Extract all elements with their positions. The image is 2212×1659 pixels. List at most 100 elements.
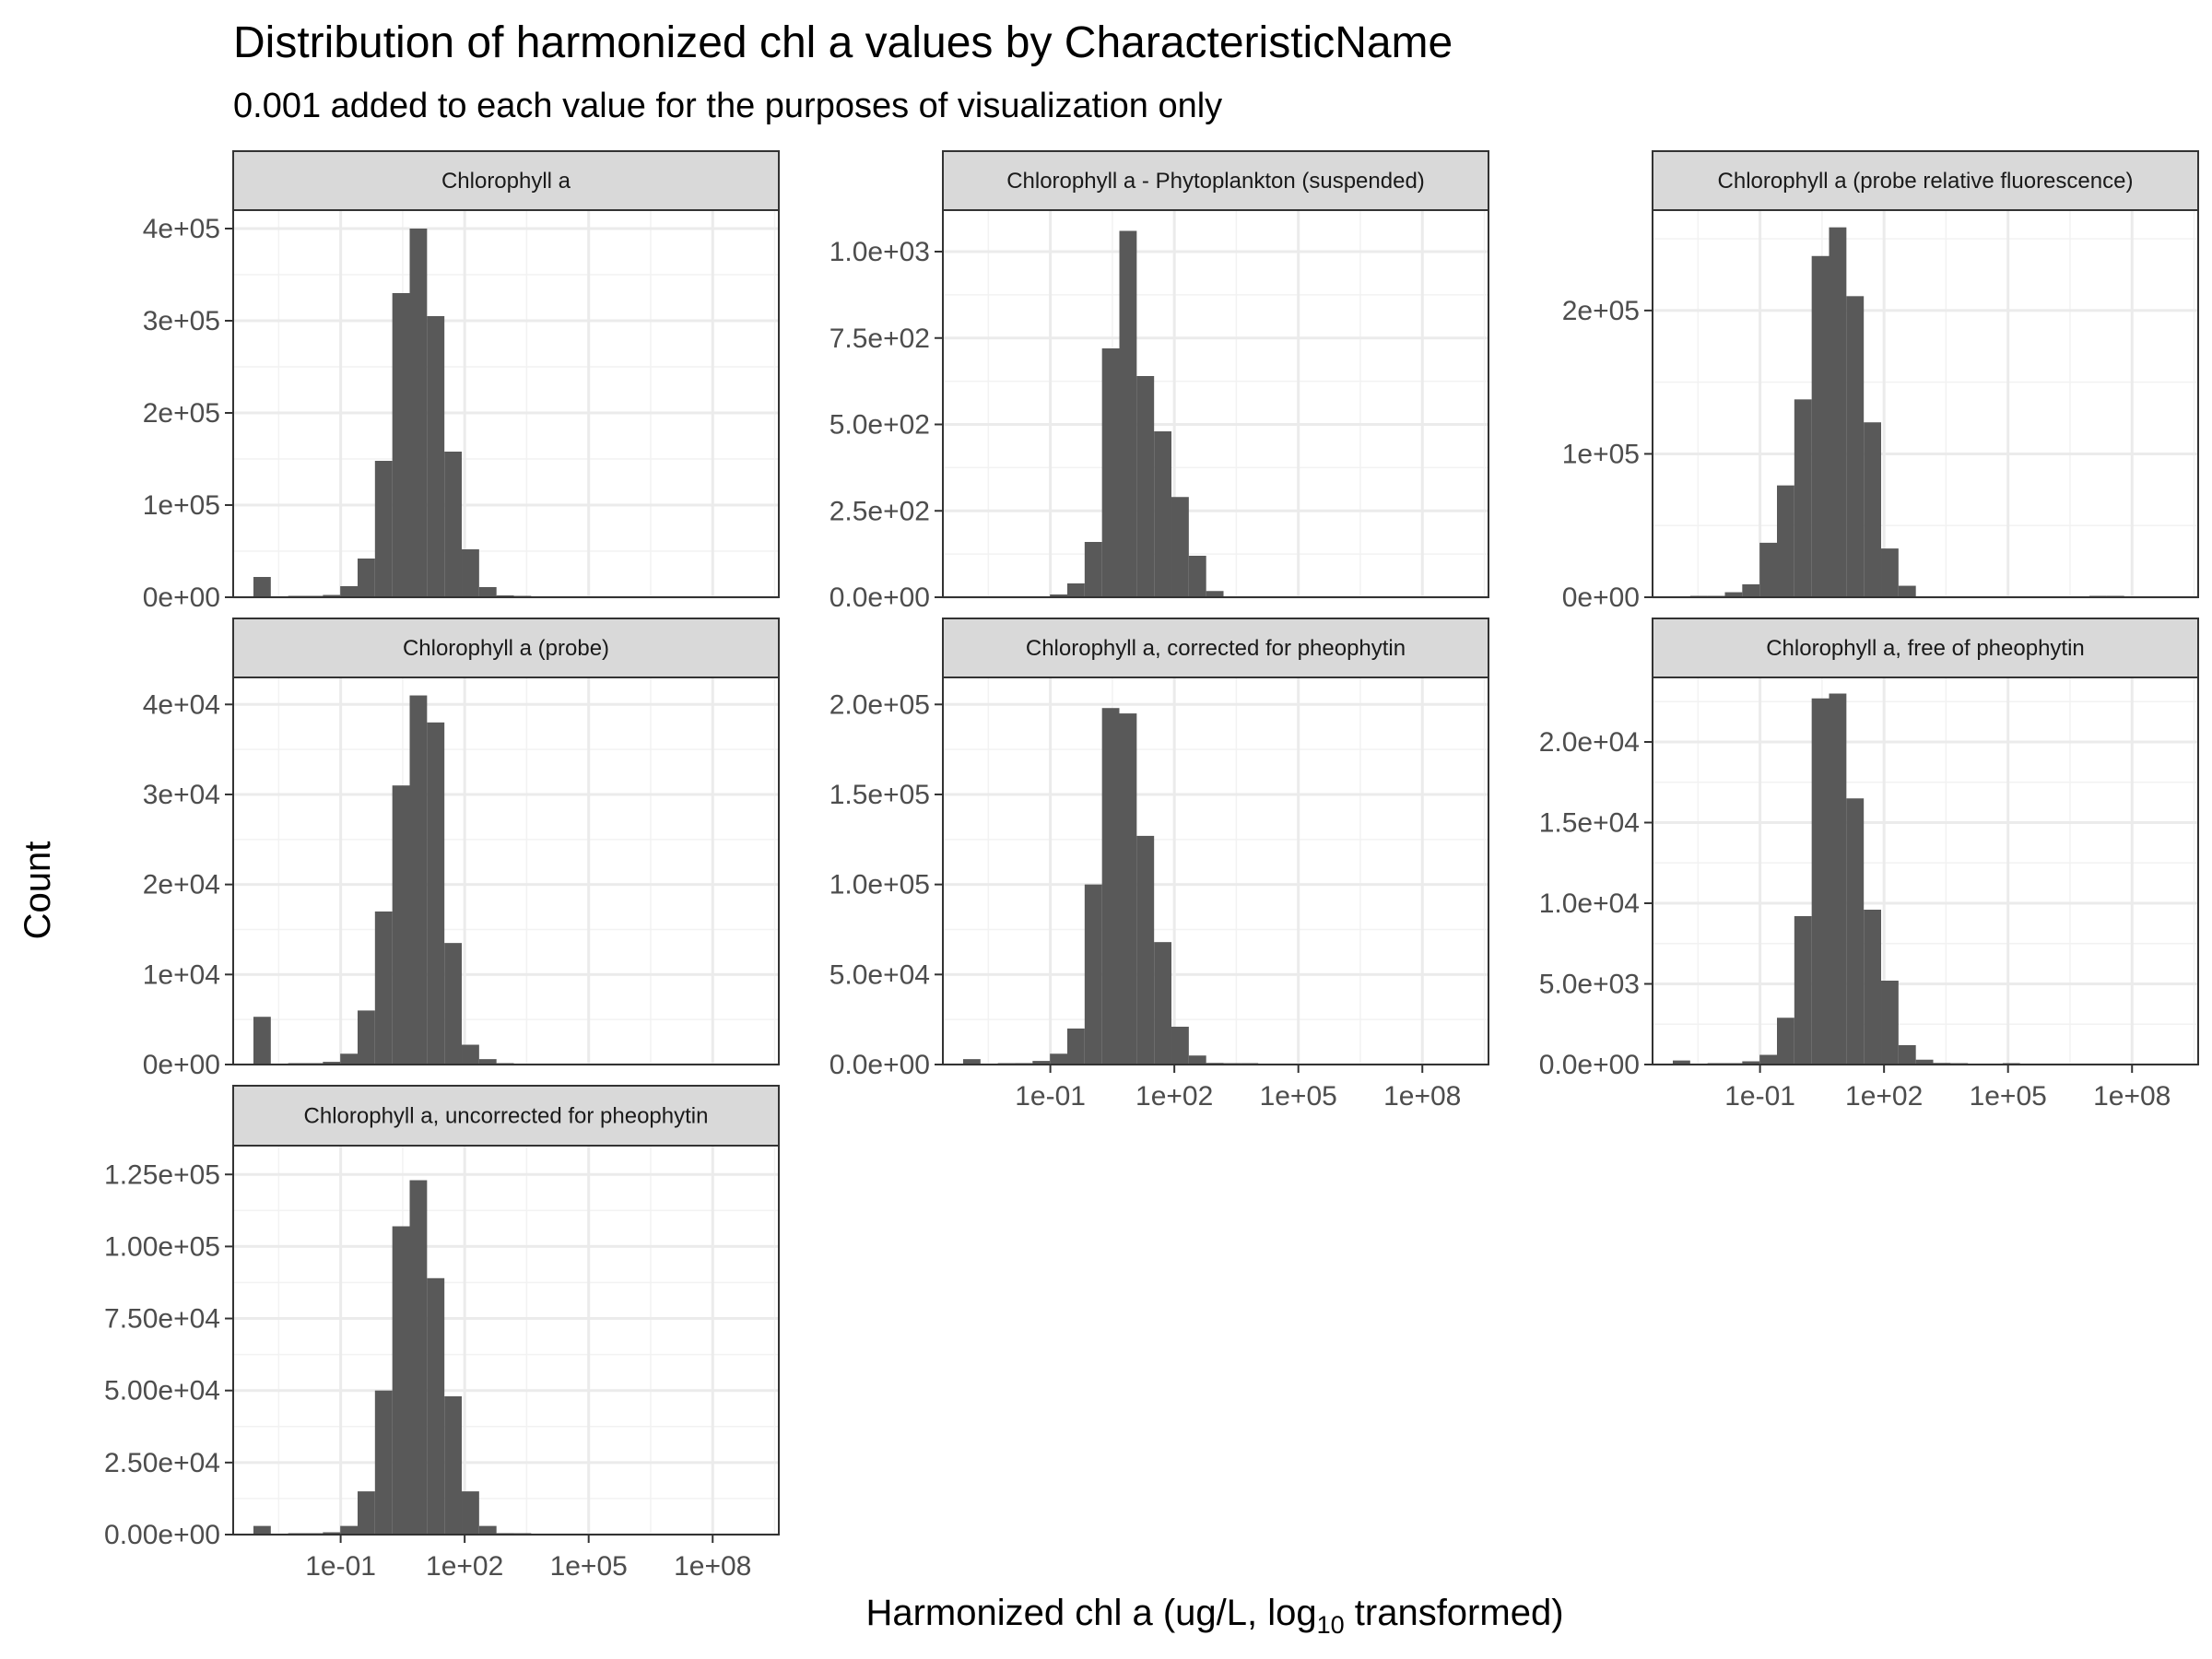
facet-strip-label: Chlorophyll a, corrected for pheophytin xyxy=(1026,636,1406,661)
histogram-bar xyxy=(1864,910,1882,1065)
y-tick-label: 0e+00 xyxy=(143,1050,220,1080)
x-axis-title: Harmonized chl a (ug/L, log10 transforme… xyxy=(865,1593,1563,1639)
histogram-bar xyxy=(392,293,410,597)
histogram-bar xyxy=(1759,1054,1777,1065)
y-tick-label: 3e+05 xyxy=(143,306,220,336)
x-axis-title-suffix: transformed) xyxy=(1345,1593,1564,1633)
x-tick-label: 1e+05 xyxy=(550,1551,628,1582)
y-tick-label: 1.5e+04 xyxy=(1539,808,1640,839)
y-tick-label: 1e+05 xyxy=(1562,439,1640,469)
x-tick-label: 1e+02 xyxy=(426,1551,503,1582)
panel-background xyxy=(1653,210,2198,597)
y-tick-label: 4e+05 xyxy=(143,214,220,244)
histogram-bar xyxy=(1829,693,1847,1065)
histogram-bar xyxy=(357,559,375,597)
y-tick-label: 7.5e+02 xyxy=(830,324,930,354)
histogram-bar xyxy=(1154,942,1172,1065)
histogram-bar xyxy=(374,1390,393,1535)
panel-background xyxy=(1653,677,2198,1065)
y-tick-label: 1e+05 xyxy=(143,490,220,521)
x-tick-label: 1e+02 xyxy=(1135,1081,1213,1112)
histogram-bar xyxy=(409,229,428,597)
facet-panels: Chlorophyll a 0e+00 1e+05 2e+05 3e+05 4e+05 Ch… xyxy=(104,150,2199,1582)
histogram-bar xyxy=(462,1491,479,1535)
histogram-bar xyxy=(323,1062,341,1065)
histogram-bar xyxy=(1672,1060,1690,1065)
y-tick-label: 2.0e+04 xyxy=(1539,727,1640,758)
histogram-bar xyxy=(427,316,445,597)
x-tick-label: 1e+08 xyxy=(1383,1081,1461,1112)
histogram-bar xyxy=(962,1059,981,1065)
histogram-bar xyxy=(1811,698,1830,1065)
x-tick-label: 1e+05 xyxy=(1260,1081,1337,1112)
facet-panel: Chlorophyll a 0e+00 1e+05 2e+05 3e+05 4e+05 xyxy=(143,150,780,613)
y-tick-label: 2e+05 xyxy=(1562,296,1640,326)
histogram-bar xyxy=(1136,835,1155,1065)
y-tick-label: 7.50e+04 xyxy=(104,1304,220,1335)
facet-strip xyxy=(1652,150,2199,211)
histogram-bar xyxy=(1084,884,1102,1065)
histogram-bar xyxy=(1742,584,1760,597)
histogram-bar xyxy=(1898,585,1916,597)
y-tick-label: 0e+00 xyxy=(143,582,220,613)
x-tick-label: 1e+08 xyxy=(674,1551,751,1582)
histogram-bar xyxy=(374,911,393,1065)
facet-strip-label: Chlorophyll a, free of pheophytin xyxy=(1766,636,2085,661)
x-axis-title-subscript: 10 xyxy=(1317,1611,1345,1639)
histogram-bar xyxy=(253,1017,271,1065)
histogram-bar xyxy=(1171,1026,1189,1065)
y-tick-label: 5.0e+04 xyxy=(830,959,930,990)
histogram-bar xyxy=(444,452,463,597)
facet-strip xyxy=(1652,618,2199,678)
histogram-bar xyxy=(1846,798,1865,1065)
histogram-bar xyxy=(462,1044,479,1065)
histogram-bar xyxy=(1881,981,1899,1065)
y-tick-label: 1.00e+05 xyxy=(104,1231,220,1262)
histogram-bar xyxy=(1794,399,1812,597)
facet-strip xyxy=(232,1085,780,1147)
chart-subtitle: 0.001 added to each value for the purpos… xyxy=(233,87,1222,125)
facet-panel: Chlorophyll a (probe) 0e+00 1e+04 2e+04 3e+0… xyxy=(143,618,780,1080)
histogram-bar xyxy=(1776,1018,1794,1065)
facet-strip xyxy=(232,618,780,678)
panel-background xyxy=(233,1146,779,1535)
histogram-bar xyxy=(1084,542,1102,597)
y-tick-label: 5.0e+03 xyxy=(1539,970,1640,1000)
histogram-bar xyxy=(1188,556,1206,597)
histogram-bar xyxy=(1724,592,1743,597)
y-tick-label: 2.5e+02 xyxy=(830,496,930,526)
facet-strip xyxy=(942,150,1489,211)
facet-panel: Chlorophyll a, corrected for pheophytin 0… xyxy=(830,618,1489,1112)
y-tick-label: 1.5e+05 xyxy=(830,780,930,810)
histogram-bar xyxy=(1829,227,1847,597)
histogram-bar xyxy=(323,1532,341,1535)
histogram-bar xyxy=(1742,1061,1760,1065)
y-tick-label: 1e+04 xyxy=(143,959,220,990)
histogram-bar xyxy=(427,1277,445,1535)
histogram-bar xyxy=(1032,1061,1051,1065)
y-tick-label: 1.25e+05 xyxy=(104,1159,220,1190)
facet-strip-label: Chlorophyll a xyxy=(441,169,571,194)
histogram-bar xyxy=(1119,230,1137,597)
histogram-bar xyxy=(1119,713,1137,1065)
histogram-bar xyxy=(1794,916,1812,1065)
y-axis-title: Count xyxy=(18,841,58,940)
y-tick-label: 1.0e+05 xyxy=(830,870,930,900)
histogram-bar xyxy=(444,943,463,1065)
histogram-bar xyxy=(392,785,410,1065)
histogram-bar xyxy=(444,1395,463,1535)
histogram-bar xyxy=(1101,708,1120,1065)
histogram-bar xyxy=(1759,542,1777,597)
histogram-bar xyxy=(1811,255,1830,597)
x-tick-label: 1e+05 xyxy=(1970,1081,2047,1112)
histogram-bar xyxy=(1206,591,1224,597)
histogram-bar xyxy=(253,1525,271,1535)
facet-panel: Chlorophyll a, uncorrected for pheophyti… xyxy=(104,1085,780,1582)
facet-panel: Chlorophyll a, free of pheophytin 0.0e+00… xyxy=(1539,618,2199,1112)
panel-background xyxy=(233,677,779,1065)
chart-title: Distribution of harmonized chl a values … xyxy=(233,18,1453,67)
y-tick-label: 0.0e+00 xyxy=(830,582,930,613)
facet-panel: Chlorophyll a (probe relative fluorescen… xyxy=(1562,150,2199,613)
facet-strip-label: Chlorophyll a, uncorrected for pheophyti… xyxy=(304,1104,709,1129)
y-tick-label: 4e+04 xyxy=(143,689,220,720)
